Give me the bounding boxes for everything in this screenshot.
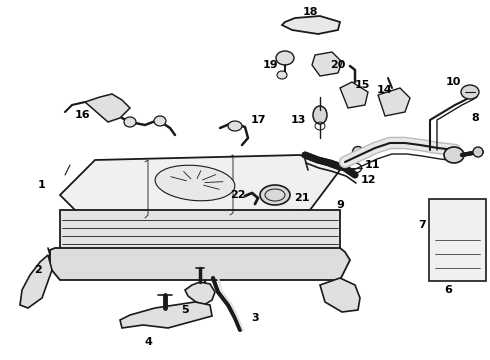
- Text: 20: 20: [330, 60, 345, 70]
- Text: 8: 8: [471, 113, 479, 123]
- Text: 18: 18: [302, 7, 318, 17]
- Polygon shape: [378, 88, 410, 116]
- Polygon shape: [282, 16, 340, 34]
- Polygon shape: [60, 210, 340, 250]
- Ellipse shape: [260, 185, 290, 205]
- Polygon shape: [340, 82, 368, 108]
- Ellipse shape: [228, 121, 242, 131]
- Text: 1: 1: [38, 180, 46, 190]
- Polygon shape: [50, 248, 350, 280]
- Text: 16: 16: [74, 110, 90, 120]
- Ellipse shape: [352, 147, 364, 158]
- Text: 6: 6: [444, 285, 452, 295]
- Polygon shape: [85, 94, 130, 122]
- Ellipse shape: [313, 106, 327, 124]
- Polygon shape: [320, 278, 360, 312]
- Ellipse shape: [155, 165, 235, 201]
- Text: 12: 12: [360, 175, 376, 185]
- Ellipse shape: [198, 290, 212, 300]
- Ellipse shape: [276, 51, 294, 65]
- Polygon shape: [120, 302, 212, 328]
- Text: 17: 17: [250, 115, 266, 125]
- Text: 14: 14: [377, 85, 393, 95]
- Text: 5: 5: [181, 305, 189, 315]
- Polygon shape: [312, 52, 342, 76]
- Text: 9: 9: [336, 200, 344, 210]
- Text: 10: 10: [445, 77, 461, 87]
- Text: 4: 4: [144, 337, 152, 347]
- Text: 13: 13: [290, 115, 306, 125]
- Polygon shape: [185, 282, 215, 305]
- Text: 3: 3: [251, 313, 259, 323]
- Text: 19: 19: [262, 60, 278, 70]
- FancyBboxPatch shape: [429, 199, 486, 281]
- Text: 11: 11: [364, 160, 380, 170]
- Ellipse shape: [444, 147, 464, 163]
- Text: 22: 22: [230, 190, 246, 200]
- Text: 21: 21: [294, 193, 310, 203]
- Text: 15: 15: [354, 80, 369, 90]
- Ellipse shape: [473, 147, 483, 157]
- Ellipse shape: [124, 117, 136, 127]
- Text: 2: 2: [34, 265, 42, 275]
- Ellipse shape: [277, 71, 287, 79]
- Polygon shape: [60, 155, 340, 220]
- Ellipse shape: [461, 85, 479, 99]
- Text: 7: 7: [418, 220, 426, 230]
- Polygon shape: [20, 255, 52, 308]
- Ellipse shape: [154, 116, 166, 126]
